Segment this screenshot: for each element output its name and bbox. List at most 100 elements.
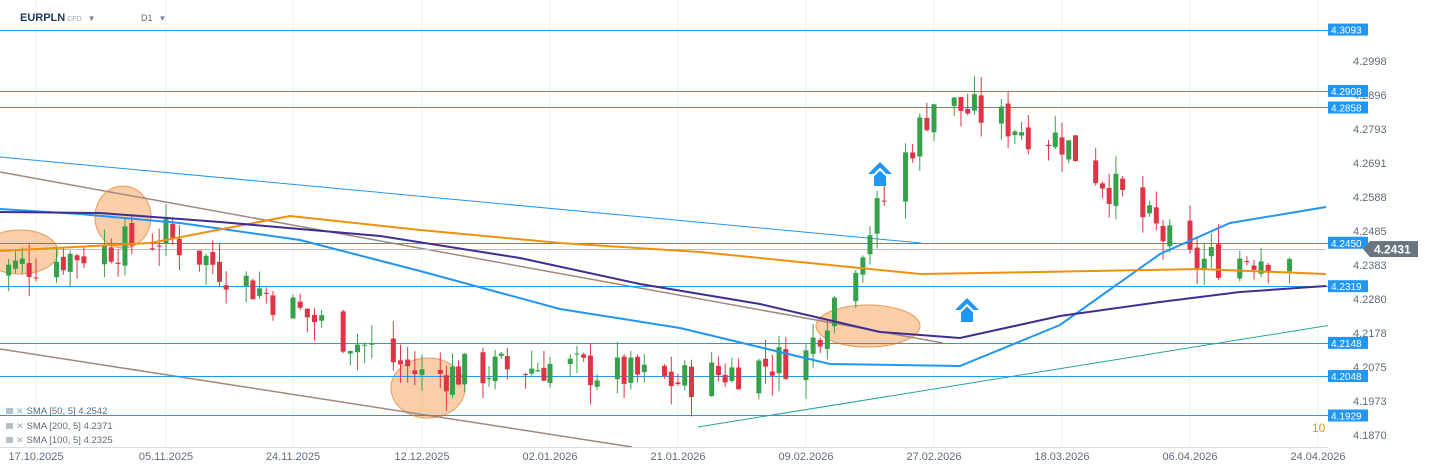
candle-body[interactable] [480, 352, 486, 384]
candle-body[interactable] [1046, 144, 1052, 147]
candle-body[interactable] [998, 106, 1004, 124]
candle-body[interactable] [965, 108, 971, 114]
level-badge[interactable] [1328, 84, 1368, 97]
candle-body[interactable] [67, 253, 73, 272]
candle-body[interactable] [54, 261, 60, 278]
candle-body[interactable] [614, 357, 620, 380]
candle-body[interactable] [443, 375, 449, 392]
candle-body[interactable] [903, 152, 909, 202]
trendline-support[interactable] [697, 319, 1363, 428]
candle-body[interactable] [675, 382, 681, 385]
candle-body[interactable] [769, 371, 775, 376]
candle-body[interactable] [486, 377, 492, 380]
level-badge[interactable] [1328, 336, 1368, 349]
candle-body[interactable] [1113, 173, 1119, 206]
candle-body[interactable] [621, 356, 627, 384]
candle-body[interactable] [398, 360, 403, 365]
candle-body[interactable] [1072, 135, 1078, 162]
close-icon[interactable]: ✕ [16, 406, 24, 416]
candle-body[interactable] [715, 365, 721, 376]
candle-body[interactable] [1059, 137, 1065, 155]
candle-body[interactable] [1201, 258, 1207, 271]
candle-body[interactable] [547, 363, 553, 383]
candle-body[interactable] [449, 366, 455, 395]
level-badge[interactable] [1328, 280, 1368, 293]
candle-body[interactable] [122, 226, 128, 266]
candle-body[interactable] [641, 364, 647, 373]
current-price-badge[interactable] [1370, 241, 1418, 258]
candle-body[interactable] [567, 358, 573, 365]
candle-body[interactable] [817, 340, 823, 347]
candle-body[interactable] [581, 354, 587, 358]
candle-body[interactable] [1012, 131, 1018, 136]
candle-body[interactable] [971, 94, 977, 111]
candle-body[interactable] [60, 256, 66, 271]
candle-body[interactable] [729, 367, 735, 381]
candle-body[interactable] [736, 367, 742, 390]
candle-body[interactable] [1160, 225, 1166, 242]
candle-body[interactable] [1237, 258, 1243, 279]
candle-body[interactable] [924, 117, 930, 131]
candle-body[interactable] [101, 244, 107, 265]
indicator-legend-item[interactable]: ✕ SMA [200, 5] 4.2371 [6, 421, 113, 432]
candle-body[interactable] [304, 308, 310, 318]
candle-body[interactable] [1287, 258, 1293, 272]
candle-body[interactable] [319, 315, 325, 321]
candle-body[interactable] [1052, 132, 1058, 148]
candle-body[interactable] [405, 359, 411, 367]
candle-body[interactable] [498, 353, 504, 356]
candle-body[interactable] [810, 337, 816, 354]
candle-body[interactable] [1194, 247, 1200, 269]
candle-body[interactable] [312, 314, 317, 323]
candle-body[interactable] [1244, 261, 1250, 263]
timeframe-selector[interactable]: D1 ▼ [141, 13, 166, 23]
candle-body[interactable] [776, 347, 782, 374]
candle-body[interactable] [1019, 132, 1025, 136]
candle-body[interactable] [874, 198, 880, 234]
candle-body[interactable] [951, 97, 957, 107]
candle-body[interactable] [867, 235, 873, 255]
candle-body[interactable] [587, 355, 593, 386]
candle-body[interactable] [635, 356, 641, 375]
candle-body[interactable] [1093, 160, 1099, 184]
candle-body[interactable] [419, 369, 425, 376]
candle-body[interactable] [210, 252, 216, 265]
candle-body[interactable] [115, 262, 121, 264]
level-badge[interactable] [1328, 370, 1368, 383]
candle-body[interactable] [176, 238, 182, 256]
candle-body[interactable] [931, 104, 937, 133]
candle-body[interactable] [290, 297, 296, 319]
candle-body[interactable] [668, 371, 674, 386]
candle-body[interactable] [412, 370, 418, 375]
candle-body[interactable] [163, 219, 169, 244]
candle-body[interactable] [170, 223, 176, 238]
candle-body[interactable] [81, 256, 87, 264]
candle-body[interactable] [853, 272, 859, 302]
candle-body[interactable] [1167, 225, 1173, 247]
level-badge[interactable] [1328, 101, 1368, 114]
candle-body[interactable] [978, 95, 984, 123]
candle-body[interactable] [149, 248, 155, 250]
candle-body[interactable] [722, 374, 728, 383]
candle-body[interactable] [574, 353, 580, 355]
candle-body[interactable] [881, 200, 887, 202]
candle-body[interactable] [763, 358, 769, 367]
candle-body[interactable] [1140, 187, 1146, 218]
candle-body[interactable] [257, 288, 263, 296]
candle-body[interactable] [129, 223, 135, 246]
candle-body[interactable] [1066, 140, 1072, 160]
trendline-channel-top[interactable] [0, 171, 944, 344]
level-badge[interactable] [1328, 236, 1368, 249]
candle-body[interactable] [535, 370, 541, 372]
candle-body[interactable] [1106, 187, 1112, 204]
candle-body[interactable] [462, 353, 468, 385]
candle-body[interactable] [74, 255, 80, 261]
candle-body[interactable] [390, 338, 396, 363]
candle-body[interactable] [19, 258, 25, 264]
candle-body[interactable] [1147, 205, 1153, 214]
trendline-channel-bottom[interactable] [0, 348, 633, 448]
candle-body[interactable] [1251, 265, 1257, 270]
candle-body[interactable] [910, 152, 916, 159]
candle-body[interactable] [362, 344, 368, 346]
